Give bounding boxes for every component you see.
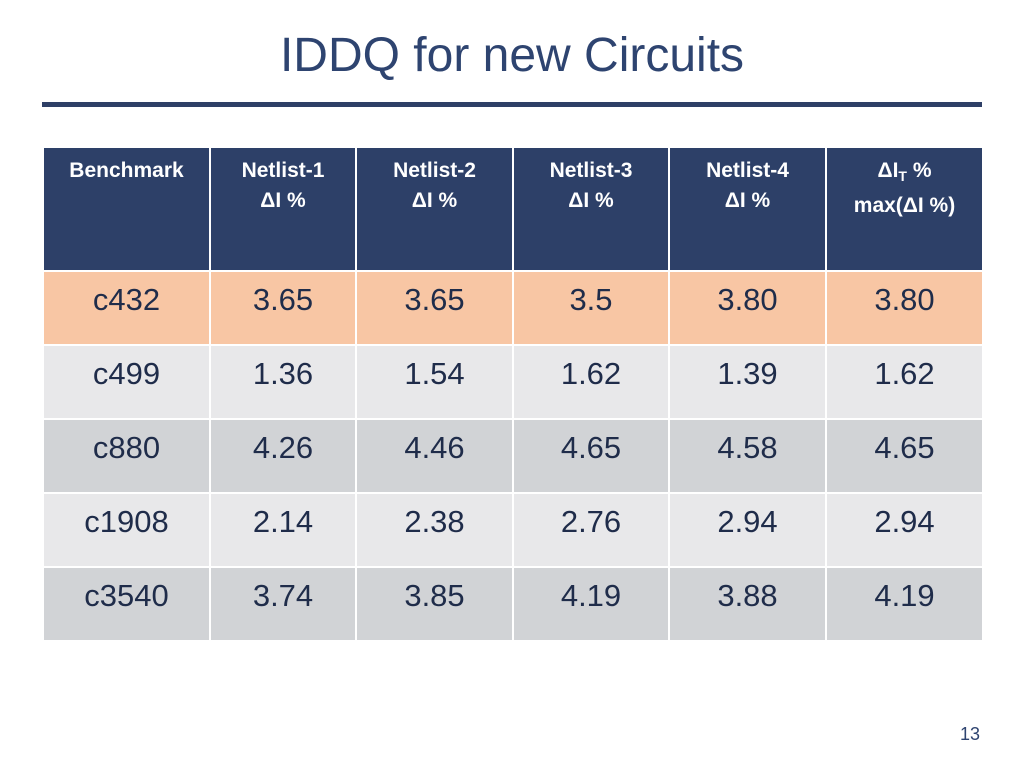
cell-netlist-1: 4.26 bbox=[209, 418, 357, 494]
cell-benchmark: c432 bbox=[42, 270, 211, 346]
cell-delta-total: 4.19 bbox=[825, 566, 984, 642]
cell-delta-total: 3.80 bbox=[825, 270, 984, 346]
cell-netlist-1: 3.74 bbox=[209, 566, 357, 642]
cell-netlist-1: 2.14 bbox=[209, 492, 357, 568]
header-delta-total: ΔIT % max(ΔI %) bbox=[825, 146, 984, 272]
table-row: c880 4.26 4.46 4.65 4.58 4.65 bbox=[42, 418, 984, 494]
cell-netlist-4: 2.94 bbox=[668, 492, 827, 568]
cell-netlist-3: 4.19 bbox=[512, 566, 670, 642]
page-number: 13 bbox=[959, 724, 980, 744]
header-netlist-4-unit: ΔI % bbox=[724, 189, 771, 212]
header-benchmark: Benchmark bbox=[42, 146, 211, 272]
header-delta-total-subscript: T bbox=[898, 168, 907, 184]
cell-netlist-3: 4.65 bbox=[512, 418, 670, 494]
header-netlist-3-label: Netlist-3 bbox=[549, 159, 633, 182]
table-row: c1908 2.14 2.38 2.76 2.94 2.94 bbox=[42, 492, 984, 568]
cell-benchmark: c3540 bbox=[42, 566, 211, 642]
cell-delta-total: 4.65 bbox=[825, 418, 984, 494]
cell-netlist-4: 4.58 bbox=[668, 418, 827, 494]
iddq-table: Benchmark Netlist-1 ΔI % Netlist-2 ΔI % … bbox=[42, 146, 984, 642]
slide-title: IDDQ for new Circuits bbox=[279, 29, 745, 82]
header-netlist-2-label: Netlist-2 bbox=[393, 159, 476, 182]
cell-netlist-1: 3.65 bbox=[209, 270, 357, 346]
header-benchmark-label: Benchmark bbox=[69, 159, 184, 182]
cell-netlist-2: 4.46 bbox=[355, 418, 514, 494]
cell-delta-total: 1.62 bbox=[825, 344, 984, 420]
header-netlist-4-label: Netlist-4 bbox=[706, 159, 789, 182]
cell-netlist-3: 1.62 bbox=[512, 344, 670, 420]
header-netlist-3: Netlist-3 ΔI % bbox=[512, 146, 670, 272]
table-row: c499 1.36 1.54 1.62 1.39 1.62 bbox=[42, 344, 984, 420]
table-header-row: Benchmark Netlist-1 ΔI % Netlist-2 ΔI % … bbox=[42, 146, 984, 272]
cell-netlist-4: 3.80 bbox=[668, 270, 827, 346]
cell-netlist-2: 2.38 bbox=[355, 492, 514, 568]
cell-netlist-3: 2.76 bbox=[512, 492, 670, 568]
cell-netlist-3: 3.5 bbox=[512, 270, 670, 346]
cell-benchmark: c880 bbox=[42, 418, 211, 494]
header-netlist-4: Netlist-4 ΔI % bbox=[668, 146, 827, 272]
header-delta-total-percent: % bbox=[906, 159, 932, 182]
title-divider bbox=[42, 102, 982, 107]
table-row: c432 3.65 3.65 3.5 3.80 3.80 bbox=[42, 270, 984, 346]
header-netlist-2: Netlist-2 ΔI % bbox=[355, 146, 514, 272]
header-netlist-2-unit: ΔI % bbox=[411, 189, 458, 212]
cell-netlist-2: 1.54 bbox=[355, 344, 514, 420]
cell-netlist-4: 1.39 bbox=[668, 344, 827, 420]
cell-delta-total: 2.94 bbox=[825, 492, 984, 568]
cell-benchmark: c1908 bbox=[42, 492, 211, 568]
header-netlist-1-unit: ΔI % bbox=[260, 189, 306, 212]
cell-netlist-4: 3.88 bbox=[668, 566, 827, 642]
header-netlist-1-label: Netlist-1 bbox=[241, 159, 325, 182]
header-delta-total-formula: max(ΔI %) bbox=[853, 194, 956, 217]
header-netlist-3-unit: ΔI % bbox=[568, 189, 614, 212]
table-row: c3540 3.74 3.85 4.19 3.88 4.19 bbox=[42, 566, 984, 642]
header-delta-total-symbol: ΔI bbox=[877, 159, 899, 182]
cell-netlist-1: 1.36 bbox=[209, 344, 357, 420]
cell-benchmark: c499 bbox=[42, 344, 211, 420]
header-netlist-1: Netlist-1 ΔI % bbox=[209, 146, 357, 272]
cell-netlist-2: 3.85 bbox=[355, 566, 514, 642]
cell-netlist-2: 3.65 bbox=[355, 270, 514, 346]
